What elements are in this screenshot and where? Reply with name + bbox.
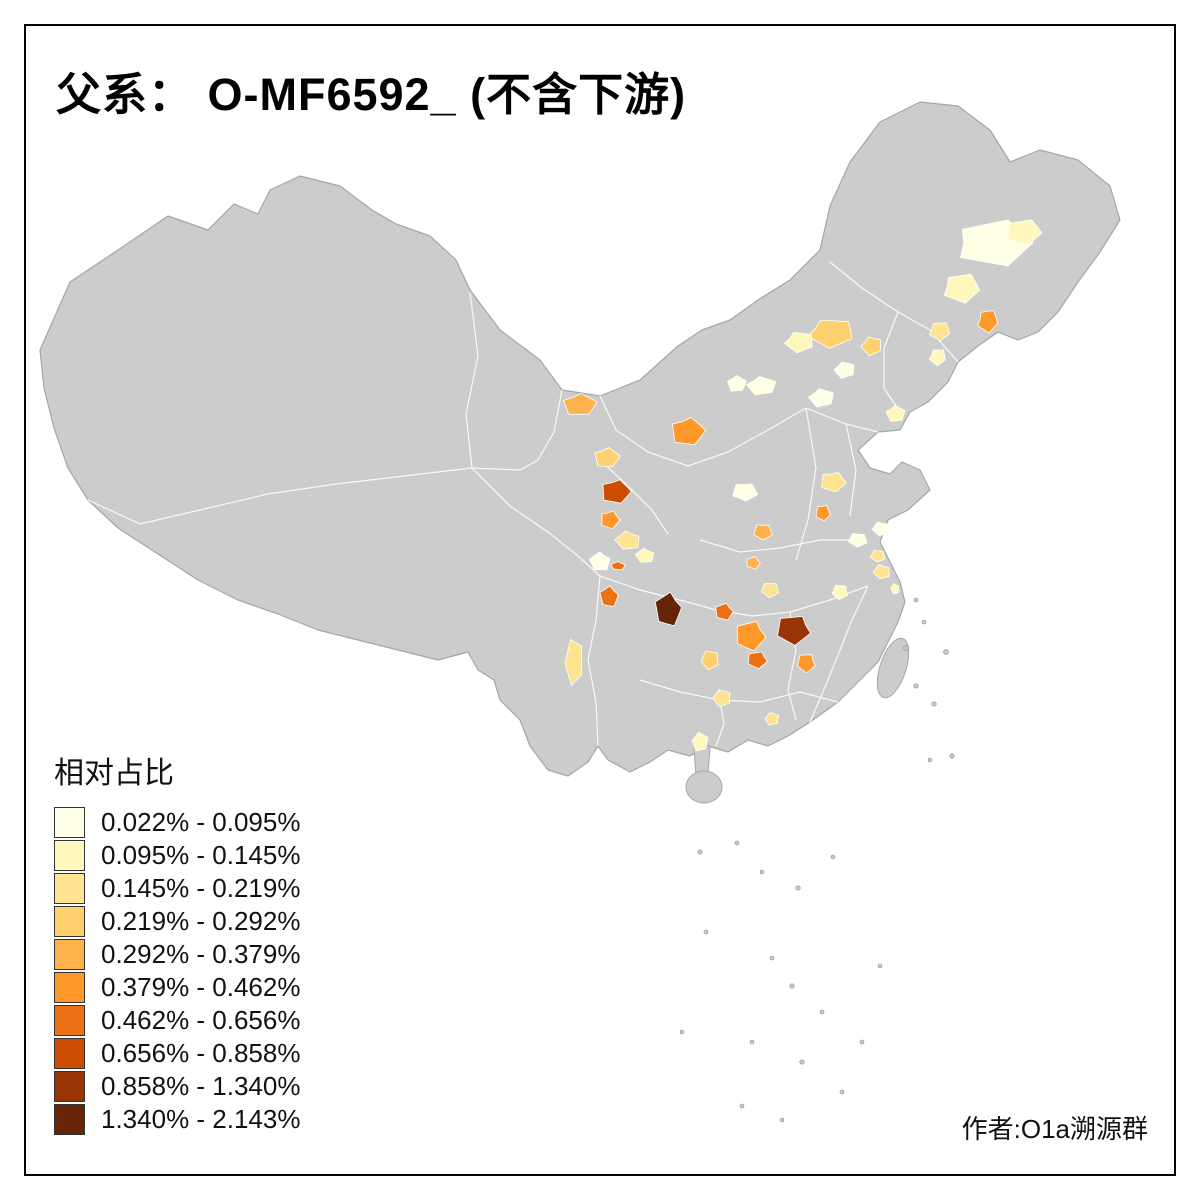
map-region bbox=[860, 336, 882, 357]
map-region bbox=[831, 584, 849, 601]
map-region bbox=[736, 620, 767, 652]
map-region bbox=[610, 561, 626, 571]
map-region bbox=[869, 549, 886, 563]
map-region bbox=[1006, 219, 1043, 246]
mainland-china-shape bbox=[39, 101, 1121, 777]
legend-row: 0.095% - 0.145% bbox=[54, 839, 300, 872]
map-region bbox=[943, 273, 981, 304]
author-credit: 作者:O1a溯源群 bbox=[961, 1114, 1148, 1144]
map-region bbox=[715, 602, 735, 621]
legend-row: 0.292% - 0.379% bbox=[54, 938, 300, 971]
legend-row: 0.379% - 0.462% bbox=[54, 971, 300, 1004]
legend-swatch bbox=[54, 1038, 85, 1069]
legend-label: 0.858% - 1.340% bbox=[101, 1071, 301, 1101]
legend-swatch bbox=[54, 1071, 85, 1102]
map-region bbox=[821, 471, 847, 493]
legend-swatch bbox=[54, 939, 85, 970]
map-region bbox=[871, 521, 890, 537]
legend: 相对占比 0.022% - 0.095% 0.095% - 0.145% 0.145… bbox=[54, 748, 300, 1136]
map-region bbox=[614, 530, 640, 550]
legend-label: 0.219% - 0.292% bbox=[101, 906, 301, 936]
taiwan-island bbox=[876, 637, 910, 699]
map-region bbox=[753, 524, 773, 541]
map-region bbox=[885, 405, 906, 422]
legend-items: 0.022% - 0.095% 0.095% - 0.145% 0.145% - 0… bbox=[54, 806, 300, 1136]
map-region bbox=[691, 731, 709, 752]
legend-swatch bbox=[54, 906, 85, 937]
map-region bbox=[872, 564, 890, 580]
legend-row: 0.462% - 0.656% bbox=[54, 1004, 300, 1037]
hainan-island bbox=[685, 770, 723, 804]
map-region bbox=[747, 651, 769, 670]
map-region bbox=[808, 388, 834, 408]
province-borders bbox=[87, 261, 959, 747]
legend-row: 0.145% - 0.219% bbox=[54, 872, 300, 905]
map-region bbox=[602, 479, 632, 504]
choropleth-regions bbox=[562, 219, 1043, 752]
legend-swatch bbox=[54, 873, 85, 904]
map-region bbox=[928, 349, 946, 367]
legend-label: 1.340% - 2.143% bbox=[101, 1104, 301, 1134]
legend-swatch bbox=[54, 807, 85, 838]
map-region bbox=[783, 331, 813, 354]
map-region bbox=[594, 447, 621, 468]
small-islands bbox=[679, 597, 955, 1123]
legend-label: 0.656% - 0.858% bbox=[101, 1038, 301, 1068]
legend-label: 0.022% - 0.095% bbox=[101, 807, 301, 837]
map-region bbox=[564, 638, 583, 687]
map-region bbox=[745, 376, 777, 396]
map-region bbox=[847, 532, 868, 548]
map-title: 父系： O-MF6592_ (不含下游) bbox=[56, 69, 687, 120]
map-region bbox=[807, 319, 853, 349]
map-region bbox=[928, 322, 951, 342]
map-region bbox=[760, 583, 780, 599]
legend-label: 0.095% - 0.145% bbox=[101, 840, 301, 870]
map-region bbox=[599, 585, 619, 607]
map-region bbox=[562, 392, 598, 415]
map-region bbox=[977, 310, 999, 334]
map-region bbox=[588, 551, 611, 571]
legend-swatch bbox=[54, 1005, 85, 1036]
legend-row: 1.340% - 2.143% bbox=[54, 1103, 300, 1136]
legend-label: 0.379% - 0.462% bbox=[101, 972, 301, 1002]
map-region bbox=[815, 505, 832, 522]
legend-swatch bbox=[54, 972, 85, 1003]
map-region bbox=[797, 654, 816, 674]
legend-swatch bbox=[54, 1104, 85, 1135]
map-region bbox=[726, 375, 747, 392]
map-region bbox=[671, 417, 707, 446]
map-region bbox=[654, 591, 683, 627]
legend-label: 0.462% - 0.656% bbox=[101, 1005, 301, 1035]
legend-row: 0.219% - 0.292% bbox=[54, 905, 300, 938]
map-region bbox=[777, 615, 812, 646]
legend-swatch bbox=[54, 840, 85, 871]
map-region bbox=[833, 361, 855, 379]
map-region bbox=[732, 483, 759, 502]
map-region bbox=[700, 650, 719, 671]
legend-row: 0.022% - 0.095% bbox=[54, 806, 300, 839]
legend-label: 0.292% - 0.379% bbox=[101, 939, 301, 969]
legend-row: 0.656% - 0.858% bbox=[54, 1037, 300, 1070]
map-region bbox=[890, 583, 900, 595]
map-region bbox=[634, 547, 655, 563]
map-region bbox=[764, 712, 780, 726]
legend-label: 0.145% - 0.219% bbox=[101, 873, 301, 903]
legend-row: 0.858% - 1.340% bbox=[54, 1070, 300, 1103]
map-region bbox=[746, 556, 761, 570]
map-region bbox=[712, 689, 731, 707]
map-region bbox=[601, 510, 621, 530]
legend-title: 相对占比 bbox=[54, 757, 174, 790]
